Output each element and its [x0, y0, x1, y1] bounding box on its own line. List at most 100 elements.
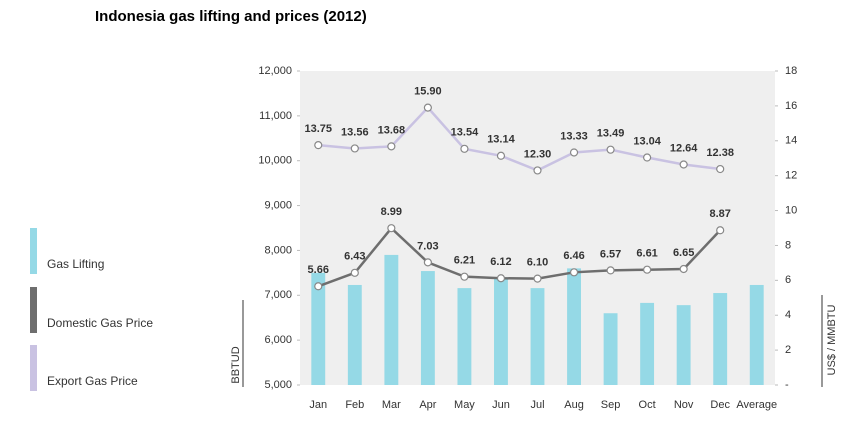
marker [423, 103, 432, 112]
marker [716, 164, 725, 174]
x-tick-label: Mar [382, 399, 401, 411]
x-tick-label: Oct [639, 399, 656, 411]
value-label: 13.33 [560, 130, 588, 142]
bar [311, 272, 326, 385]
value-label: 7.03 [417, 240, 438, 252]
value-label: 13.54 [451, 127, 479, 139]
value-label: 12.64 [670, 142, 698, 154]
bar [457, 288, 472, 385]
y2-tick-label: 12 [785, 170, 797, 182]
marker [496, 151, 506, 160]
y-tick-label: 7,000 [264, 289, 292, 301]
value-label: 6.57 [600, 248, 621, 260]
bar [384, 254, 399, 385]
marker [460, 144, 469, 153]
y2-tick-label: 16 [785, 100, 797, 112]
x-tick-label: Average [736, 399, 777, 411]
marker [643, 153, 652, 162]
marker [533, 166, 542, 175]
value-label: 6.10 [527, 256, 548, 268]
y-tick-label: 5,000 [264, 379, 292, 391]
marker [387, 142, 396, 151]
value-label: 13.14 [487, 134, 515, 146]
marker [569, 268, 579, 277]
value-label: 6.43 [344, 251, 365, 263]
legend-label: Gas Lifting [47, 257, 104, 271]
bar [640, 302, 655, 385]
y2-tick-label: 10 [785, 204, 797, 216]
marker [606, 145, 615, 154]
x-tick-label: Aug [564, 399, 584, 411]
x-tick-label: May [454, 399, 475, 411]
value-label: 12.30 [524, 148, 552, 160]
x-tick-label: Feb [345, 399, 364, 411]
x-tick-label: Dec [710, 399, 730, 411]
marker [716, 226, 725, 235]
y-tick-label: 12,000 [258, 65, 292, 77]
bar [749, 284, 764, 385]
value-label: 13.75 [305, 123, 333, 135]
x-tick-label: Sep [601, 399, 621, 411]
marker [643, 265, 652, 274]
y2-tick-label: 6 [785, 274, 791, 286]
bar [567, 268, 581, 385]
legend-label: Export Gas Price [47, 374, 138, 388]
bar [494, 277, 508, 385]
value-label: 6.65 [673, 247, 694, 259]
x-tick-label: Jan [309, 399, 327, 411]
y2-axis-label: US$ / MMBTU [826, 305, 838, 376]
value-label: 6.21 [454, 255, 475, 267]
value-label: 13.04 [633, 135, 661, 147]
marker [606, 266, 615, 275]
value-label: 8.99 [381, 206, 402, 218]
legend-label: Domestic Gas Price [47, 316, 153, 330]
marker [387, 224, 396, 233]
marker [314, 282, 323, 291]
y-tick-label: 9,000 [264, 199, 292, 211]
x-tick-label: Apr [419, 399, 436, 411]
y2-tick-label: 2 [785, 344, 791, 356]
chart-title: Indonesia gas lifting and prices (2012) [95, 8, 367, 25]
line [317, 226, 722, 288]
marker [533, 274, 542, 283]
legend-swatch [30, 287, 37, 333]
y2-tick-label: 4 [785, 309, 791, 321]
x-tick-label: Jun [492, 399, 510, 411]
value-label: 6.61 [636, 248, 657, 260]
marker [569, 148, 579, 157]
value-label: 13.56 [341, 126, 369, 138]
x-tick-label: Jul [530, 399, 544, 411]
x-tick-label: Nov [674, 399, 694, 411]
line [318, 105, 721, 172]
value-label: 15.90 [414, 86, 442, 98]
y-tick-label: 8,000 [264, 244, 292, 256]
value-label: 13.68 [378, 124, 406, 136]
y2-tick-label: - [785, 379, 789, 391]
bar [713, 293, 728, 385]
bar [420, 271, 435, 385]
marker [679, 160, 688, 169]
value-label: 13.49 [597, 128, 625, 140]
legend-swatch [30, 345, 37, 391]
value-label: 8.87 [709, 208, 730, 220]
value-label: 5.66 [308, 264, 329, 276]
bar [603, 313, 618, 385]
bar [676, 305, 691, 385]
y2-tick-label: 8 [785, 239, 791, 251]
y-tick-label: 11,000 [259, 110, 292, 122]
bar [347, 284, 362, 385]
marker [350, 268, 359, 277]
bar [530, 288, 545, 385]
value-label: 6.12 [490, 256, 511, 268]
marker [679, 264, 688, 274]
marker [423, 258, 432, 267]
marker [350, 144, 359, 153]
marker [496, 274, 506, 283]
y-tick-label: 6,000 [264, 334, 292, 346]
y2-tick-label: 14 [785, 135, 797, 147]
y-axis-label: BBTUD [230, 346, 242, 383]
y2-tick-label: 18 [785, 65, 797, 77]
legend-swatch [30, 228, 37, 274]
marker [460, 272, 469, 281]
